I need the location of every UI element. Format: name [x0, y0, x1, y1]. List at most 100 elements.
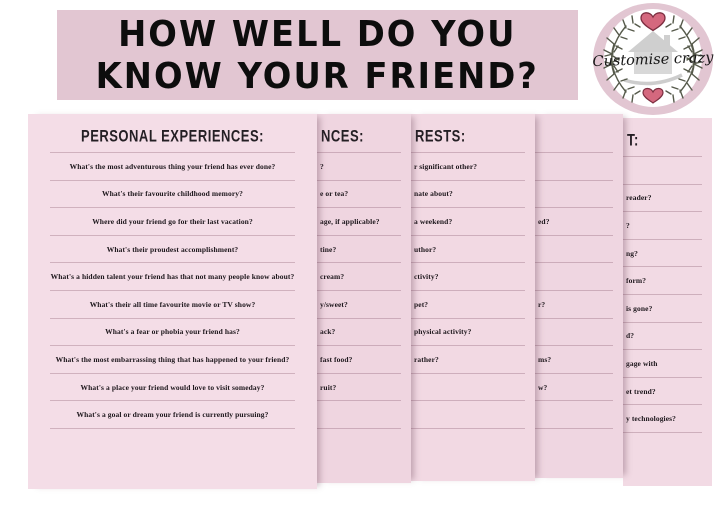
question-text: ?: [626, 220, 630, 230]
question-row: r significant other?: [411, 153, 525, 181]
question-text: r significant other?: [414, 161, 478, 171]
question-row: y/sweet?: [317, 291, 401, 319]
question-row: [535, 181, 613, 209]
question-sheet-3-partial: RESTS: r significant other? nate about? a …: [411, 114, 535, 481]
question-row: What's the most embarrassing thing that …: [50, 346, 295, 374]
question-sheet-5-partial: T: reader?? ng? form? is gone? d? gage with et…: [623, 118, 712, 486]
question-row: pet?: [411, 291, 525, 319]
question-row: y technologies?: [623, 405, 702, 433]
page-title-line2: KNOW YOUR FRIEND?: [95, 54, 540, 97]
question-row: physical activity?: [411, 319, 525, 347]
question-text: ng?: [626, 248, 638, 258]
question-text: e or tea?: [320, 189, 349, 199]
question-row: [535, 319, 613, 347]
question-text: What's their favourite childhood memory?: [102, 189, 243, 199]
sheet-header-fragment: T:: [627, 130, 639, 150]
question-row: What's their all time favourite movie or…: [50, 291, 295, 319]
question-row: a weekend?: [411, 208, 525, 236]
question-list: ? e or tea? age, if applicable? tine? cream?…: [317, 152, 401, 429]
question-sheet-2-partial: NCES: ? e or tea? age, if applicable? tine?…: [317, 114, 411, 483]
question-row: [411, 401, 525, 429]
question-row: fast food?: [317, 346, 401, 374]
page-title-line1: HOW WELL DO YOU: [118, 12, 517, 55]
question-row: gage with: [623, 350, 702, 378]
question-row: What's their proudest accomplishment?: [50, 236, 295, 264]
question-row: What's their favourite childhood memory?: [50, 181, 295, 209]
question-text: ?: [320, 161, 324, 171]
question-row: [411, 374, 525, 402]
question-text: reader?: [626, 193, 652, 203]
question-row: d?: [623, 323, 702, 351]
question-row: [535, 153, 613, 181]
question-row: What's a goal or dream your friend is cu…: [50, 401, 295, 429]
question-text: ack?: [320, 327, 336, 337]
question-text: What's their all time favourite movie or…: [89, 299, 256, 309]
question-text: nate about?: [414, 189, 453, 199]
question-text: pet?: [414, 299, 429, 309]
heart-icon-top: [640, 12, 666, 32]
question-text: y technologies?: [626, 414, 677, 424]
question-row: ctivity?: [411, 263, 525, 291]
question-row: age, if applicable?: [317, 208, 401, 236]
question-row: [535, 401, 613, 429]
question-row: is gone?: [623, 295, 702, 323]
question-row: ruit?: [317, 374, 401, 402]
question-row: ?: [317, 153, 401, 181]
question-row: [535, 263, 613, 291]
question-row: ms?: [535, 346, 613, 374]
question-row: [535, 236, 613, 264]
question-row: rather?: [411, 346, 525, 374]
question-text: tine?: [320, 244, 337, 254]
question-text: w?: [538, 382, 548, 392]
question-text: ruit?: [320, 382, 337, 392]
sheet-header-fragment: NCES:: [321, 126, 364, 146]
question-row: et trend?: [623, 378, 702, 406]
question-row: Where did your friend go for their last …: [50, 208, 295, 236]
customise-crazy-logo: Customise crazy: [592, 3, 714, 115]
question-row: w?: [535, 374, 613, 402]
question-text: a weekend?: [414, 216, 453, 226]
question-text: What's a hidden talent your friend has t…: [50, 272, 295, 282]
question-text: ctivity?: [414, 272, 439, 282]
question-row: ng?: [623, 240, 702, 268]
sheet-header: PERSONAL EXPERIENCES:: [81, 126, 264, 146]
question-text: What's the most embarrassing thing that …: [55, 354, 290, 364]
title-banner: HOW WELL DO YOU KNOW YOUR FRIEND?: [57, 10, 578, 100]
question-row: nate about?: [411, 181, 525, 209]
question-text: What's a place your friend would love to…: [80, 382, 265, 392]
question-text: gage with: [626, 358, 658, 368]
wreath-icon: [603, 15, 703, 103]
question-text: uthor?: [414, 244, 437, 254]
question-row: What's a fear or phobia your friend has?: [50, 319, 295, 347]
question-list: What's the most adventurous thing your f…: [50, 152, 295, 429]
question-row: tine?: [317, 236, 401, 264]
question-text: What's a goal or dream your friend is cu…: [76, 410, 269, 420]
heart-icon-bottom: [642, 87, 664, 104]
question-text: r?: [538, 299, 546, 309]
question-row: e or tea?: [317, 181, 401, 209]
question-text: cream?: [320, 272, 345, 282]
logo-brand-text: Customise crazy: [592, 50, 714, 70]
question-row: ack?: [317, 319, 401, 347]
question-row: [623, 157, 702, 185]
question-sheet-4-partial: ed? r? ms? w?: [535, 114, 623, 478]
sheet-header-fragment: [535, 126, 623, 155]
question-text: What's their proudest accomplishment?: [106, 244, 239, 254]
question-sheet-personal-experiences: PERSONAL EXPERIENCES: What's the most ad…: [28, 114, 317, 489]
question-list: r significant other? nate about? a weekend…: [411, 152, 525, 429]
question-text: rather?: [414, 354, 439, 364]
question-row: [317, 401, 401, 429]
question-text: ed?: [538, 216, 550, 226]
sheet-header-fragment: RESTS:: [415, 126, 466, 146]
question-row: uthor?: [411, 236, 525, 264]
house-icon: [623, 31, 683, 86]
question-row: reader?: [623, 185, 702, 213]
question-text: What's the most adventurous thing your f…: [69, 161, 276, 171]
question-text: What's a fear or phobia your friend has?: [105, 327, 240, 337]
question-row: What's a hidden talent your friend has t…: [50, 263, 295, 291]
question-text: physical activity?: [414, 327, 472, 337]
question-text: fast food?: [320, 354, 353, 364]
question-text: ms?: [538, 354, 552, 364]
question-list: ed? r? ms? w?: [535, 152, 613, 429]
question-text: d?: [626, 331, 635, 341]
